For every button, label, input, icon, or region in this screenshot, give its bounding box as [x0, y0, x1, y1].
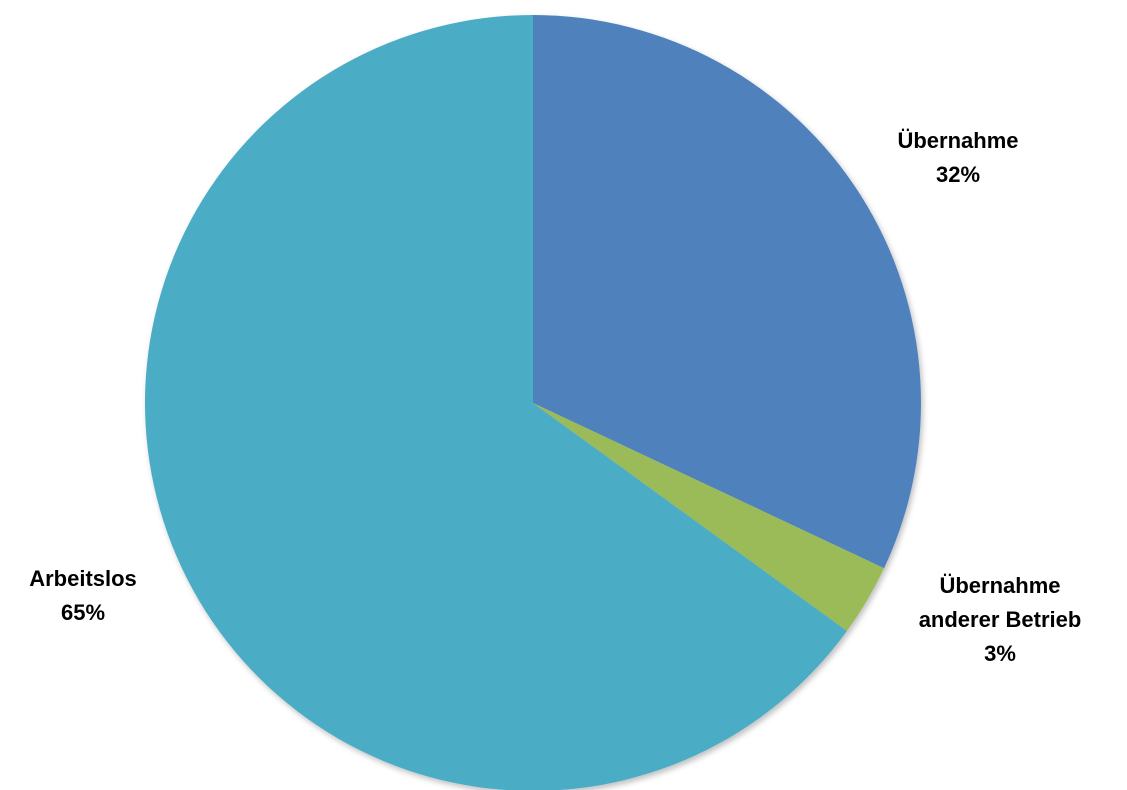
- data-label-arbeitslos: Arbeitslos 65%: [29, 566, 137, 625]
- pie-slice-uebernahme: [533, 15, 921, 569]
- data-label-line: 65%: [61, 600, 105, 625]
- data-label-line: Arbeitslos: [29, 566, 137, 591]
- data-label-line: 32%: [936, 162, 980, 187]
- pie-labels: Übernahme 32% Übernahme anderer Betrieb 3% Ar…: [29, 128, 1081, 666]
- pie-slice-arbeitslos: [145, 15, 847, 790]
- data-label-line: Übernahme: [939, 573, 1060, 598]
- data-label-line: Übernahme: [897, 128, 1018, 153]
- data-label-line: 3%: [984, 641, 1016, 666]
- data-label-uebernahme: Übernahme 32%: [897, 128, 1018, 187]
- data-label-uebernahme-anderer-betrieb: Übernahme anderer Betrieb 3%: [919, 573, 1082, 666]
- data-label-line: anderer Betrieb: [919, 607, 1082, 632]
- pie-slices: [145, 15, 921, 790]
- pie-slice-uebernahme-anderer-betrieb: [533, 403, 885, 632]
